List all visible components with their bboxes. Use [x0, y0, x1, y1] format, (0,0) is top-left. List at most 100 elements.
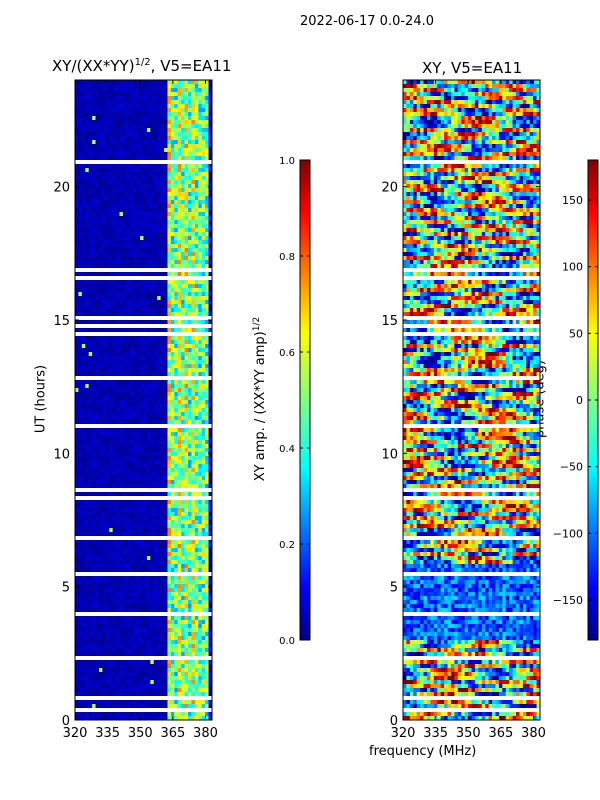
heatmap-cell-left	[177, 484, 182, 489]
heatmap-cell-left	[157, 452, 162, 457]
heatmap-cell-left	[78, 464, 83, 469]
heatmap-cell-left	[194, 240, 199, 245]
heatmap-cell-left	[177, 436, 182, 441]
heatmap-cell-left	[181, 208, 185, 213]
heatmap-cell-left	[205, 444, 209, 449]
heatmap-cell-left	[174, 520, 179, 525]
heatmap-cell-left	[191, 212, 196, 217]
heatmap-cell-left	[146, 564, 151, 569]
heatmap-cell-left	[95, 496, 100, 501]
heatmap-cell-left	[170, 308, 175, 313]
heatmap-cell-left	[194, 220, 199, 225]
left-title-main: XY/(XX*YY)	[52, 57, 135, 75]
heatmap-cell-left	[136, 248, 141, 253]
heatmap-cell-left	[167, 264, 172, 269]
heatmap-cell-left	[122, 224, 127, 229]
heatmap-cell-left	[208, 472, 212, 477]
heatmap-cell-left	[208, 448, 212, 453]
heatmap-cell-left	[88, 512, 93, 517]
heatmap-cell-left	[198, 96, 203, 101]
heatmap-cell-left	[160, 364, 165, 369]
heatmap-cell-left	[205, 288, 209, 293]
heatmap-cell-left	[205, 556, 209, 561]
heatmap-cell-left	[119, 320, 124, 325]
heatmap-cell-left	[98, 536, 103, 541]
heatmap-cell-left	[198, 468, 203, 473]
heatmap-cell-left	[170, 88, 175, 93]
heatmap-cell-left	[205, 220, 209, 225]
heatmap-cell-left	[184, 284, 189, 289]
heatmap-cell-left	[208, 416, 212, 421]
heatmap-cell-left	[208, 204, 212, 209]
heatmap-cell-left	[164, 172, 168, 177]
heatmap-cell-left	[136, 412, 141, 417]
heatmap-cell-left	[78, 576, 83, 581]
heatmap-cell-left	[164, 276, 168, 281]
heatmap-cell-left	[170, 540, 175, 545]
heatmap-cell-left	[119, 304, 124, 309]
heatmap-cell-left	[150, 252, 155, 257]
heatmap-cell-left	[188, 568, 192, 573]
heatmap-cell-left	[188, 180, 192, 185]
heatmap-cell-left	[160, 548, 165, 553]
heatmap-cell-left	[129, 248, 134, 253]
heatmap-cell-left	[181, 108, 185, 113]
heatmap-cell-left	[194, 80, 199, 85]
heatmap-cell-left	[102, 320, 107, 325]
heatmap-cell-left	[133, 312, 138, 317]
heatmap-cell-left	[150, 308, 155, 313]
heatmap-cell-left	[188, 84, 192, 89]
heatmap-cell-left	[160, 372, 165, 377]
heatmap-cell-left	[102, 452, 107, 457]
heatmap-cell-left	[75, 388, 79, 393]
heatmap-cell-left	[92, 188, 96, 193]
heatmap-cell-left	[184, 480, 189, 485]
heatmap-cell-left	[126, 404, 131, 409]
heatmap-cell-left	[109, 544, 114, 549]
heatmap-cell-left	[146, 560, 151, 565]
heatmap-cell-left	[105, 392, 110, 397]
heatmap-cell-left	[116, 172, 120, 177]
heatmap-cell-left	[81, 188, 86, 193]
heatmap-cell-left	[177, 316, 182, 321]
heatmap-cell-left	[160, 288, 165, 293]
heatmap-cell-left	[205, 212, 209, 217]
heatmap-cell-left	[133, 412, 138, 417]
heatmap-cell-left	[95, 208, 100, 213]
heatmap-cell-left	[112, 200, 117, 205]
heatmap-cell-left	[198, 536, 203, 541]
heatmap-cell-left	[167, 148, 172, 153]
heatmap-cell-left	[191, 256, 196, 261]
heatmap-cell-left	[160, 120, 165, 125]
heatmap-cell-left	[177, 276, 182, 281]
heatmap-cell-left	[208, 228, 212, 233]
heatmap-cell-left	[194, 204, 199, 209]
heatmap-cell-left	[85, 308, 90, 313]
heatmap-cell-left	[78, 412, 83, 417]
heatmap-cell-left	[177, 428, 182, 433]
heatmap-cell-left	[150, 368, 155, 373]
heatmap-cell-left	[85, 304, 90, 309]
heatmap-cell-left	[126, 384, 131, 389]
heatmap-cell-left	[164, 352, 168, 357]
heatmap-cell-left	[109, 440, 114, 445]
heatmap-cell-left	[191, 484, 196, 489]
heatmap-cell-left	[143, 104, 148, 109]
heatmap-cell-left	[164, 408, 168, 413]
heatmap-cell-left	[177, 348, 182, 353]
heatmap-cell-left	[208, 452, 212, 457]
heatmap-cell-left	[112, 244, 117, 249]
heatmap-cell-left	[153, 136, 158, 141]
heatmap-cell-left	[105, 272, 110, 277]
heatmap-cell-left	[146, 404, 151, 409]
heatmap-cell-left	[177, 204, 182, 209]
heatmap-cell-left	[109, 352, 114, 357]
heatmap-cell-left	[133, 496, 138, 501]
heatmap-cell-left	[136, 128, 141, 133]
heatmap-cell-left	[157, 284, 162, 289]
heatmap-cell-left	[143, 304, 148, 309]
heatmap-cell-left	[75, 252, 79, 257]
heatmap-cell-left	[85, 272, 90, 277]
heatmap-cell-left	[167, 508, 172, 513]
